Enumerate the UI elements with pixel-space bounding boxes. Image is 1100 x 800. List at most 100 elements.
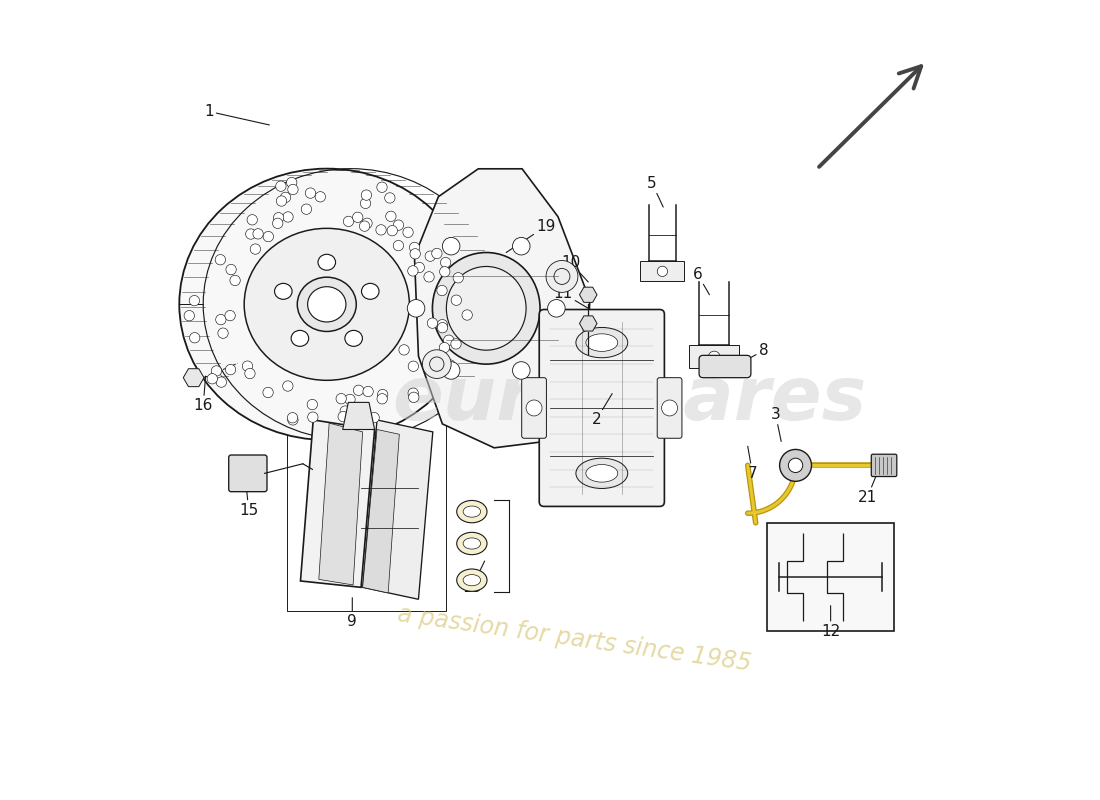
FancyBboxPatch shape: [700, 355, 751, 378]
Circle shape: [274, 213, 284, 223]
Circle shape: [283, 212, 294, 222]
Circle shape: [437, 319, 448, 330]
Ellipse shape: [576, 327, 628, 358]
Circle shape: [444, 360, 455, 370]
Polygon shape: [363, 420, 432, 599]
Polygon shape: [580, 316, 597, 331]
Circle shape: [301, 204, 311, 214]
Circle shape: [286, 178, 297, 188]
Polygon shape: [300, 420, 375, 587]
Text: a passion for parts since 1985: a passion for parts since 1985: [396, 602, 752, 676]
Circle shape: [276, 196, 287, 206]
Circle shape: [407, 299, 425, 317]
Circle shape: [442, 362, 460, 379]
Circle shape: [362, 218, 372, 229]
Ellipse shape: [432, 253, 540, 364]
Circle shape: [431, 248, 442, 258]
Circle shape: [708, 351, 720, 363]
Circle shape: [363, 386, 373, 397]
Circle shape: [336, 394, 346, 404]
Circle shape: [283, 381, 293, 391]
Circle shape: [408, 392, 419, 402]
Ellipse shape: [456, 569, 487, 591]
Ellipse shape: [463, 538, 481, 549]
Ellipse shape: [586, 334, 618, 351]
Circle shape: [224, 310, 235, 321]
Circle shape: [245, 368, 255, 378]
Text: 7: 7: [748, 446, 757, 481]
Circle shape: [263, 387, 273, 398]
Circle shape: [226, 264, 236, 274]
Circle shape: [513, 362, 530, 379]
Text: 19: 19: [506, 218, 556, 253]
Circle shape: [440, 266, 450, 277]
Circle shape: [453, 273, 463, 283]
Circle shape: [226, 365, 235, 375]
Circle shape: [306, 188, 316, 198]
Ellipse shape: [308, 286, 346, 322]
Circle shape: [218, 328, 228, 338]
Circle shape: [386, 211, 396, 222]
Circle shape: [414, 262, 425, 273]
Circle shape: [377, 394, 387, 404]
Polygon shape: [319, 423, 363, 585]
Circle shape: [368, 413, 379, 423]
Circle shape: [393, 241, 404, 250]
Circle shape: [385, 193, 395, 203]
Text: 10: 10: [561, 255, 588, 282]
Ellipse shape: [297, 277, 356, 331]
Circle shape: [276, 181, 286, 191]
Circle shape: [439, 342, 450, 353]
Circle shape: [217, 377, 227, 387]
Text: 11: 11: [553, 286, 588, 308]
Text: 5: 5: [647, 176, 663, 207]
Circle shape: [440, 258, 451, 268]
Ellipse shape: [345, 330, 362, 346]
Circle shape: [253, 229, 263, 239]
Circle shape: [377, 182, 387, 193]
Circle shape: [340, 406, 351, 416]
Circle shape: [230, 275, 240, 286]
Circle shape: [352, 212, 363, 222]
Text: 21: 21: [858, 470, 879, 505]
Ellipse shape: [318, 254, 336, 270]
Text: eurospares: eurospares: [393, 363, 867, 437]
Circle shape: [343, 216, 354, 226]
Polygon shape: [363, 430, 399, 593]
Circle shape: [451, 295, 462, 306]
Bar: [767, 522, 894, 631]
Ellipse shape: [292, 330, 309, 346]
Circle shape: [399, 345, 409, 355]
Ellipse shape: [275, 283, 293, 299]
Circle shape: [430, 357, 444, 371]
Circle shape: [408, 388, 418, 398]
Circle shape: [184, 310, 195, 321]
Circle shape: [422, 350, 451, 378]
Ellipse shape: [463, 574, 481, 586]
Circle shape: [438, 322, 448, 333]
Circle shape: [410, 249, 420, 259]
Circle shape: [789, 458, 803, 473]
Text: 13: 13: [462, 561, 485, 595]
Circle shape: [424, 272, 434, 282]
Circle shape: [377, 390, 388, 400]
Text: 16: 16: [194, 376, 213, 413]
Ellipse shape: [463, 506, 481, 517]
Circle shape: [280, 192, 290, 202]
Circle shape: [526, 400, 542, 416]
Text: 9: 9: [348, 598, 358, 629]
Circle shape: [427, 318, 438, 328]
Polygon shape: [580, 287, 597, 302]
Circle shape: [437, 286, 448, 296]
Ellipse shape: [362, 283, 380, 299]
Circle shape: [780, 450, 812, 482]
Circle shape: [658, 266, 668, 277]
Circle shape: [250, 244, 261, 254]
Circle shape: [307, 399, 318, 410]
Circle shape: [273, 218, 283, 229]
Polygon shape: [415, 169, 590, 448]
Polygon shape: [343, 402, 375, 430]
Ellipse shape: [447, 266, 526, 350]
Bar: [640, 261, 684, 281]
Bar: [287, 388, 447, 611]
